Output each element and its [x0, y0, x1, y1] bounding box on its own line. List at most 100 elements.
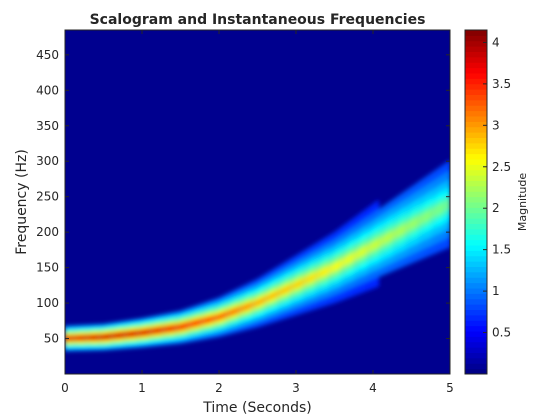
heatmap-cell — [241, 306, 245, 311]
heatmap-cell — [205, 318, 208, 323]
heatmap-cell — [78, 336, 81, 340]
heatmap-cell — [303, 278, 306, 285]
heatmap-cell — [220, 314, 224, 318]
colorbar-step — [465, 196, 487, 203]
heatmap-cell — [293, 283, 297, 289]
heatmap-cell — [401, 225, 405, 235]
heatmap-cell — [266, 295, 270, 301]
heatmap-cell — [237, 307, 241, 312]
heatmap-cell — [403, 224, 407, 234]
heatmap-cell — [122, 333, 125, 337]
colorbar-step — [465, 293, 487, 300]
heatmap-cell — [274, 292, 278, 298]
colorbar-step — [465, 94, 487, 101]
heatmap-cell — [370, 243, 374, 251]
heatmap-cell — [253, 301, 256, 307]
heatmap-cell — [97, 336, 100, 339]
heatmap-cell — [162, 328, 166, 332]
heatmap-cell — [261, 298, 264, 304]
heatmap-cell — [76, 336, 79, 340]
heatmap-cell — [207, 318, 210, 322]
colorbar-step — [465, 331, 487, 337]
colorbar-step — [465, 223, 487, 230]
heatmap-cell — [338, 261, 341, 269]
x-tick-label: 5 — [446, 381, 454, 395]
heatmap-cell — [243, 305, 247, 310]
colorbar-step — [465, 185, 487, 192]
heatmap-cell — [262, 297, 266, 303]
colorbar-step — [465, 83, 487, 90]
heatmap-cell — [447, 199, 450, 210]
y-tick-label: 400 — [36, 83, 59, 97]
colorbar-step — [465, 202, 487, 208]
heatmap-cell — [145, 330, 149, 334]
heatmap-cell — [343, 258, 347, 266]
heatmap-cell — [384, 235, 387, 244]
heatmap-cell — [420, 214, 424, 224]
heatmap-cell — [314, 273, 318, 279]
colorbar-step — [465, 62, 487, 69]
heatmap-cell — [184, 324, 187, 328]
heatmap-cell — [214, 316, 218, 320]
colorbar-step — [465, 148, 487, 155]
heatmap-cell — [249, 303, 253, 308]
heatmap-cell — [388, 233, 391, 242]
heatmap-cell — [212, 316, 216, 321]
heatmap-cell — [416, 216, 420, 226]
colorbar-step — [465, 169, 487, 176]
heatmap-cell — [424, 212, 428, 222]
heatmap-cell — [339, 260, 343, 268]
colorbar-step — [465, 288, 487, 294]
heatmap-cell — [130, 332, 133, 336]
heatmap-cell — [422, 213, 426, 223]
heatmap-cell — [432, 208, 435, 218]
colorbar-step — [465, 357, 487, 364]
heatmap-cell — [128, 332, 131, 336]
y-tick-label: 450 — [36, 48, 59, 62]
colorbar-step — [465, 234, 487, 241]
heatmap-cell — [353, 252, 356, 260]
colorbar-step — [465, 116, 487, 122]
heatmap-cell — [93, 336, 97, 339]
heatmap-cell — [409, 221, 412, 230]
heatmap-cell — [278, 290, 281, 296]
colorbar-step — [465, 298, 487, 305]
colorbar-step — [465, 336, 487, 343]
colorbar-step — [465, 218, 487, 224]
heatmap-cell — [153, 329, 156, 333]
heatmap-cell — [160, 328, 164, 332]
heatmap-cell — [411, 220, 414, 229]
heatmap-cell — [430, 209, 433, 219]
heatmap-cell — [139, 331, 143, 335]
heatmap-cell — [270, 294, 274, 299]
colorbar-tick-label: 2 — [492, 201, 500, 215]
colorbar-step — [465, 99, 487, 106]
heatmap-cell — [305, 277, 308, 284]
colorbar-step — [465, 51, 487, 58]
colorbar-step — [465, 30, 487, 36]
colorbar-step — [465, 212, 487, 219]
heatmap-cell — [386, 234, 389, 243]
heatmap-cell — [141, 331, 145, 335]
heatmap-cell — [87, 336, 91, 339]
heatmap-cell — [376, 239, 380, 248]
heatmap-cell — [264, 296, 268, 302]
heatmap-cell — [311, 274, 314, 281]
heatmap-cell — [166, 327, 170, 331]
colorbar-step — [465, 46, 487, 52]
heatmap-cell — [332, 264, 335, 272]
heatmap-cell — [107, 335, 110, 338]
heatmap-cell — [70, 337, 73, 340]
colorbar-step — [465, 175, 487, 181]
heatmap-cell — [126, 333, 129, 336]
heatmap-cell — [82, 336, 85, 340]
heatmap-cell — [143, 331, 147, 334]
heatmap-cell — [172, 326, 176, 330]
heatmap-cell — [382, 236, 385, 245]
colorbar-step — [465, 73, 487, 79]
heatmap-cell — [189, 322, 193, 327]
colorbar-step — [465, 261, 487, 267]
heatmap-cell — [322, 269, 326, 276]
heatmap-cell — [347, 256, 351, 264]
